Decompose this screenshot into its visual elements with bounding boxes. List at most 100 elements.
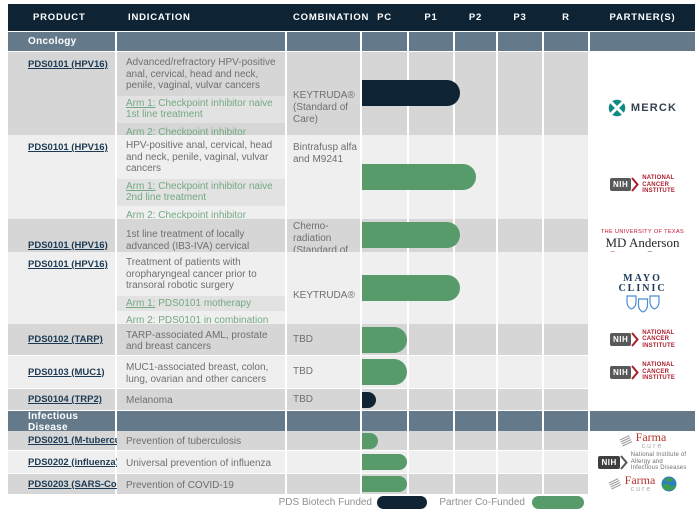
phase-bar bbox=[362, 326, 407, 353]
combination-cell bbox=[287, 451, 360, 473]
arm1-text: Arm 1: Checkpoint inhibitor naive 2nd li… bbox=[117, 178, 285, 206]
merck-logo: MERCK bbox=[608, 99, 677, 117]
combination-cell: TBD bbox=[287, 324, 360, 355]
product-cell: PDS0104 (TRP2) bbox=[8, 389, 115, 410]
phase-cell-p2 bbox=[455, 451, 496, 473]
phase-cell-p3 bbox=[498, 389, 542, 410]
merck-wordmark: MERCK bbox=[630, 101, 678, 114]
niaid-wordmark: National Institute of Allergy and Infectio… bbox=[630, 452, 687, 472]
phase-cell-p2 bbox=[455, 356, 496, 388]
partner-cell: Farma cure bbox=[590, 431, 695, 450]
phase-cell-r bbox=[544, 324, 588, 355]
partner-cell: NIH NATIONAL CANCER INSTITUTE bbox=[590, 135, 695, 235]
mayo-shields-icon bbox=[625, 294, 660, 313]
phase-cell-r bbox=[544, 431, 588, 450]
product-link[interactable]: PDS0101 (HPV16) bbox=[28, 59, 108, 70]
product-link[interactable]: PDS0102 (TARP) bbox=[28, 334, 103, 345]
pipeline-table: PRODUCT INDICATION COMBINATION PC P1 P2 … bbox=[8, 4, 695, 494]
partner-cell: Farma cure bbox=[590, 474, 695, 494]
table-row: PDS0202 (influenza) Universal prevention… bbox=[8, 451, 695, 473]
globe-icon bbox=[661, 476, 677, 492]
product-link[interactable]: PDS0101 (HPV16) bbox=[28, 259, 108, 270]
phase-cell-p1 bbox=[409, 356, 453, 388]
nih-chevron-icon bbox=[631, 364, 640, 380]
indication-cell: MUC1-associated breast, colon, lung, ova… bbox=[117, 356, 285, 388]
mayo-clinic-logo: MAYO CLINIC bbox=[618, 273, 666, 319]
nih-chevron-icon bbox=[631, 332, 640, 347]
partner-cell bbox=[590, 389, 695, 410]
nci-wordmark: NATIONAL CANCER INSTITUTE bbox=[642, 175, 676, 194]
indication-cell: TARP-associated AML, prostate and breast… bbox=[117, 324, 285, 355]
farmacure-logo: Farma cure bbox=[608, 474, 655, 493]
col-header-p1: P1 bbox=[424, 12, 438, 23]
table-row: PDS0203 (SARS-CoV-2) Prevention of COVID… bbox=[8, 474, 695, 494]
indication-text: Prevention of tuberculosis bbox=[126, 436, 242, 448]
phase-cell-r bbox=[544, 389, 588, 410]
indication-cell: Universal prevention of influenza bbox=[117, 451, 285, 473]
combination-cell: TBD bbox=[287, 389, 360, 410]
nih-acronym: NIH bbox=[609, 365, 632, 379]
indication-text: Treatment of patients with oropharyngeal… bbox=[126, 257, 257, 291]
arm1-text: Arm 1: PDS0101 motherapy bbox=[117, 295, 285, 311]
phase-cell-p3 bbox=[498, 431, 542, 450]
phase-bar bbox=[362, 274, 460, 301]
arm1-text: Arm 1: Checkpoint inhibitor naive 1st li… bbox=[117, 95, 285, 123]
farmacure-wordmark: Farma cure bbox=[635, 429, 667, 450]
col-header-p3: P3 bbox=[513, 12, 527, 23]
combination-cell: TBD bbox=[287, 356, 360, 388]
phase-cell-p1 bbox=[409, 389, 453, 410]
table-row: PDS0201 (M-tuberculosis) Prevention of t… bbox=[8, 431, 695, 450]
nih-nci-logo: NIH NATIONAL CANCER INSTITUTE bbox=[609, 175, 676, 195]
phase-bar bbox=[362, 432, 378, 449]
product-cell: PDS0203 (SARS-CoV-2) bbox=[8, 474, 134, 494]
phase-bar bbox=[362, 163, 476, 190]
product-link[interactable]: PDS0103 (MUC1) bbox=[28, 366, 105, 378]
nci-wordmark: NATIONAL CANCER INSTITUTE bbox=[642, 329, 676, 349]
phase-cell-p1 bbox=[409, 431, 453, 450]
legend-pds-label: PDS Biotech Funded bbox=[278, 497, 372, 508]
indication-cell: HPV-positive anal, cervical, head and ne… bbox=[117, 135, 285, 235]
farmacure-icon bbox=[608, 478, 621, 490]
indication-text: Advanced/refractory HPV-positive anal, c… bbox=[126, 57, 276, 91]
product-link[interactable]: PDS0101 (HPV16) bbox=[28, 239, 108, 251]
section-label: Oncology bbox=[8, 32, 115, 51]
phase-cell-p3 bbox=[498, 474, 542, 494]
table-row: PDS0101 (HPV16) Advanced/refractory HPV-… bbox=[8, 52, 695, 163]
indication-cell: Prevention of tuberculosis bbox=[117, 431, 285, 450]
table-row: PDS0104 (TRP2) Melanoma TBD bbox=[8, 389, 695, 410]
product-link[interactable]: PDS0203 (SARS-CoV-2) bbox=[28, 478, 135, 490]
md-anderson-wordmark: MD Anderson bbox=[605, 234, 680, 250]
table-header: PRODUCT INDICATION COMBINATION PC P1 P2 … bbox=[8, 4, 695, 31]
table-row: PDS0101 (HPV16) HPV-positive anal, cervi… bbox=[8, 135, 695, 235]
product-cell: PDS0101 (HPV16) bbox=[8, 135, 115, 235]
nih-chevron-icon bbox=[631, 177, 640, 192]
product-cell: PDS0202 (influenza) bbox=[8, 451, 119, 473]
phase-cell-p3 bbox=[498, 324, 542, 355]
col-header-partners: PARTNER(S) bbox=[609, 12, 676, 23]
legend: PDS Biotech Funded Partner Co-Funded bbox=[0, 496, 698, 510]
phase-bar bbox=[362, 454, 407, 470]
indication-text: Melanoma bbox=[126, 395, 173, 407]
col-header-combination: COMBINATION bbox=[293, 12, 370, 23]
phase-cell-p1 bbox=[409, 474, 453, 494]
phase-bar bbox=[362, 222, 460, 248]
product-link[interactable]: PDS0202 (influenza) bbox=[28, 456, 119, 468]
merck-icon bbox=[608, 99, 626, 116]
legend-partner-label: Partner Co-Funded bbox=[439, 497, 525, 508]
product-link[interactable]: PDS0104 (TRP2) bbox=[28, 394, 102, 405]
nci-wordmark: NATIONAL CANCER INSTITUTE bbox=[642, 362, 676, 382]
phase-cell-r bbox=[544, 356, 588, 388]
indication-text: HPV-positive anal, cervical, head and ne… bbox=[126, 140, 273, 174]
col-header-indication: INDICATION bbox=[128, 12, 191, 23]
phase-bar bbox=[362, 476, 407, 492]
phase-bar bbox=[362, 391, 376, 408]
product-link[interactable]: PDS0201 (M-tuberculosis) bbox=[28, 435, 146, 446]
section-infectious-disease: Infectious Disease bbox=[8, 411, 695, 433]
indication-text: TARP-associated AML, prostate and breast… bbox=[126, 329, 268, 353]
product-link[interactable]: PDS0101 (HPV16) bbox=[28, 142, 108, 153]
phase-bar bbox=[362, 80, 460, 106]
phase-cell-p2 bbox=[455, 389, 496, 410]
nih-nci-logo: NIH NATIONAL CANCER INSTITUTE bbox=[609, 362, 676, 382]
section-oncology: Oncology bbox=[8, 32, 695, 51]
